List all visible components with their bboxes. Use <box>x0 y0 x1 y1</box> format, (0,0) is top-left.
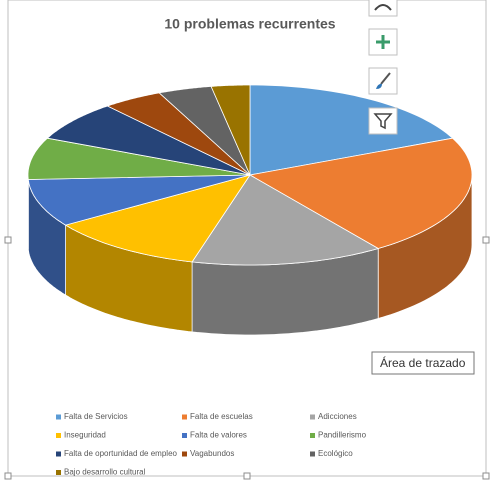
layout-button[interactable] <box>368 0 398 17</box>
selection-handles <box>4 236 490 480</box>
legend-label: Bajo desarrollo cultural <box>64 468 146 477</box>
filter-button[interactable] <box>368 107 398 135</box>
slice <box>248 137 473 249</box>
styles-button[interactable] <box>368 67 398 95</box>
tooltip-text: Área de trazado <box>380 355 466 370</box>
legend-swatch <box>56 470 61 475</box>
legend-swatch <box>56 414 61 420</box>
pie <box>27 84 473 336</box>
slice <box>191 174 380 266</box>
legend-swatch <box>310 433 315 438</box>
legend-label: Ecológico <box>318 449 353 458</box>
legend-label: Vagabundos <box>190 449 234 458</box>
slice <box>64 174 251 263</box>
legend-swatch <box>56 451 61 457</box>
chart-buttons <box>368 0 398 135</box>
slice <box>249 84 454 176</box>
tooltip: Área de trazado <box>371 351 475 375</box>
legend-swatch <box>310 451 315 457</box>
legend-swatch <box>56 433 61 438</box>
legend-swatch <box>310 414 315 420</box>
legend-label: Falta de Servicios <box>64 412 128 421</box>
slice <box>158 85 251 176</box>
slice <box>46 105 251 176</box>
slice <box>27 137 251 180</box>
legend: Falta de Servicios Falta de escuelas Adicc… <box>56 412 367 477</box>
chart-title: 10 problemas recurrentes <box>164 16 335 32</box>
legend-label: Falta de escuelas <box>190 412 253 421</box>
legend-swatch <box>182 414 187 420</box>
legend-label: Pandillerismo <box>318 431 367 440</box>
slice <box>210 84 251 176</box>
legend-label: Falta de valores <box>190 431 247 440</box>
legend-label: Falta de oportunidad de empleo <box>64 449 178 458</box>
legend-swatch <box>182 451 187 457</box>
legend-label: Inseguridad <box>64 431 106 440</box>
legend-swatch <box>182 433 187 438</box>
legend-label: Adicciones <box>318 412 357 421</box>
elements-button[interactable] <box>368 28 398 56</box>
slice <box>106 92 251 176</box>
slice <box>27 174 251 226</box>
